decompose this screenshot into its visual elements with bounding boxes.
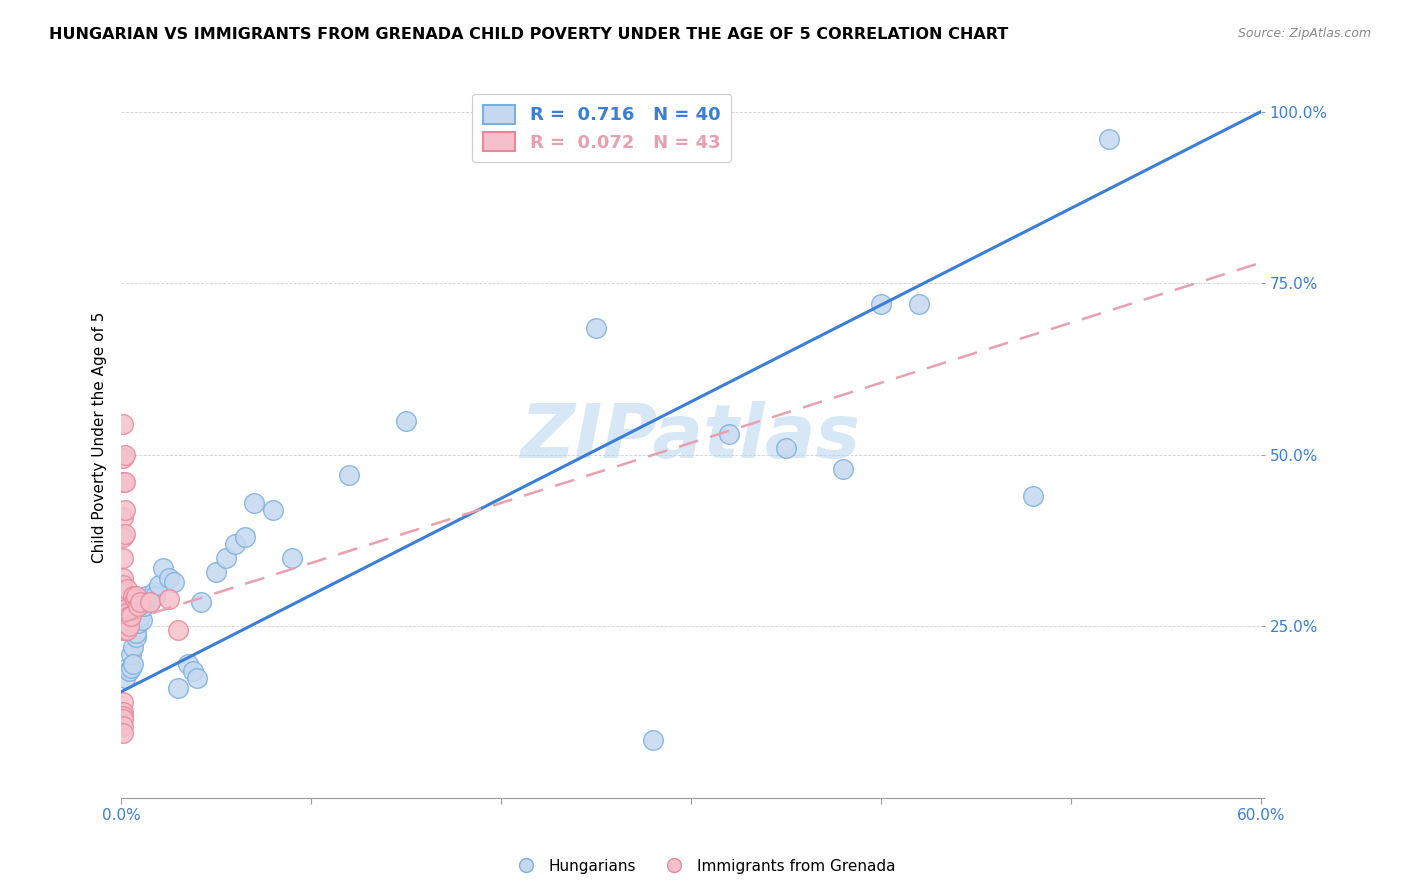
Point (127, 599, 149, 613)
Point (121, 640, 143, 654)
Point (112, 712, 135, 726)
Point (138, 595, 160, 609)
Point (124, 592, 146, 607)
Point (112, 571, 135, 585)
Point (112, 719, 135, 733)
Legend: Hungarians, Immigrants from Grenada: Hungarians, Immigrants from Grenada (505, 853, 901, 880)
Point (114, 613, 136, 627)
Point (112, 602, 135, 616)
Point (112, 606, 135, 620)
Point (114, 585, 136, 599)
Point (281, 550, 304, 565)
Point (112, 695, 135, 709)
Point (115, 582, 138, 596)
Point (870, 297, 893, 311)
Point (775, 441, 797, 455)
Point (112, 475, 135, 490)
Point (157, 571, 180, 585)
Point (115, 606, 138, 620)
Point (148, 578, 170, 592)
Point (186, 671, 208, 685)
Point (215, 550, 238, 565)
Point (129, 609, 152, 624)
Point (641, 732, 664, 747)
Point (112, 726, 135, 740)
Text: Source: ZipAtlas.com: Source: ZipAtlas.com (1237, 27, 1371, 40)
Point (112, 623, 135, 637)
Point (145, 589, 167, 603)
Point (337, 468, 360, 483)
Text: ZIPatlas: ZIPatlas (522, 401, 860, 475)
Point (831, 461, 853, 475)
Point (243, 496, 266, 510)
Point (157, 592, 180, 607)
Point (124, 626, 146, 640)
Point (112, 578, 135, 592)
Point (132, 599, 155, 613)
Text: HUNGARIAN VS IMMIGRANTS FROM GRENADA CHILD POVERTY UNDER THE AGE OF 5 CORRELATIO: HUNGARIAN VS IMMIGRANTS FROM GRENADA CHI… (49, 27, 1008, 42)
Point (135, 592, 157, 607)
Point (163, 574, 186, 589)
Point (908, 297, 931, 311)
Point (717, 427, 740, 442)
Point (127, 606, 149, 620)
Point (114, 448, 136, 462)
Point (125, 630, 148, 644)
Point (112, 550, 135, 565)
Point (114, 503, 136, 517)
Point (120, 647, 142, 661)
Point (190, 595, 212, 609)
Point (114, 623, 136, 637)
Point (115, 661, 138, 675)
Point (152, 561, 174, 575)
Point (127, 615, 149, 630)
Point (142, 585, 165, 599)
Point (176, 657, 198, 672)
Point (167, 681, 190, 696)
Point (224, 537, 246, 551)
Point (138, 595, 160, 609)
Y-axis label: Child Poverty Under the Age of 5: Child Poverty Under the Age of 5 (93, 312, 107, 564)
Point (121, 657, 143, 672)
Point (120, 661, 142, 675)
Point (135, 589, 157, 603)
Point (112, 615, 135, 630)
Point (118, 664, 141, 678)
Point (1098, 132, 1121, 146)
Point (114, 602, 136, 616)
Point (125, 589, 148, 603)
Point (120, 609, 142, 624)
Point (585, 321, 607, 335)
Point (115, 623, 138, 637)
Point (112, 708, 135, 723)
Point (129, 595, 152, 609)
Point (114, 671, 136, 685)
Legend: R =  0.716   N = 40, R =  0.072   N = 43: R = 0.716 N = 40, R = 0.072 N = 43 (472, 94, 731, 162)
Point (131, 613, 153, 627)
Point (112, 451, 135, 466)
Point (183, 664, 205, 678)
Point (205, 565, 228, 579)
Point (1022, 489, 1045, 503)
Point (114, 475, 136, 490)
Point (112, 706, 135, 720)
Point (114, 526, 136, 541)
Point (121, 589, 143, 603)
Point (112, 509, 135, 524)
Point (395, 414, 418, 428)
Point (262, 503, 284, 517)
Point (112, 613, 135, 627)
Point (118, 619, 141, 633)
Point (112, 417, 135, 431)
Point (167, 623, 190, 637)
Point (125, 626, 148, 640)
Point (112, 530, 135, 544)
Point (112, 585, 135, 599)
Point (118, 609, 141, 624)
Point (233, 530, 256, 544)
Point (112, 595, 135, 609)
